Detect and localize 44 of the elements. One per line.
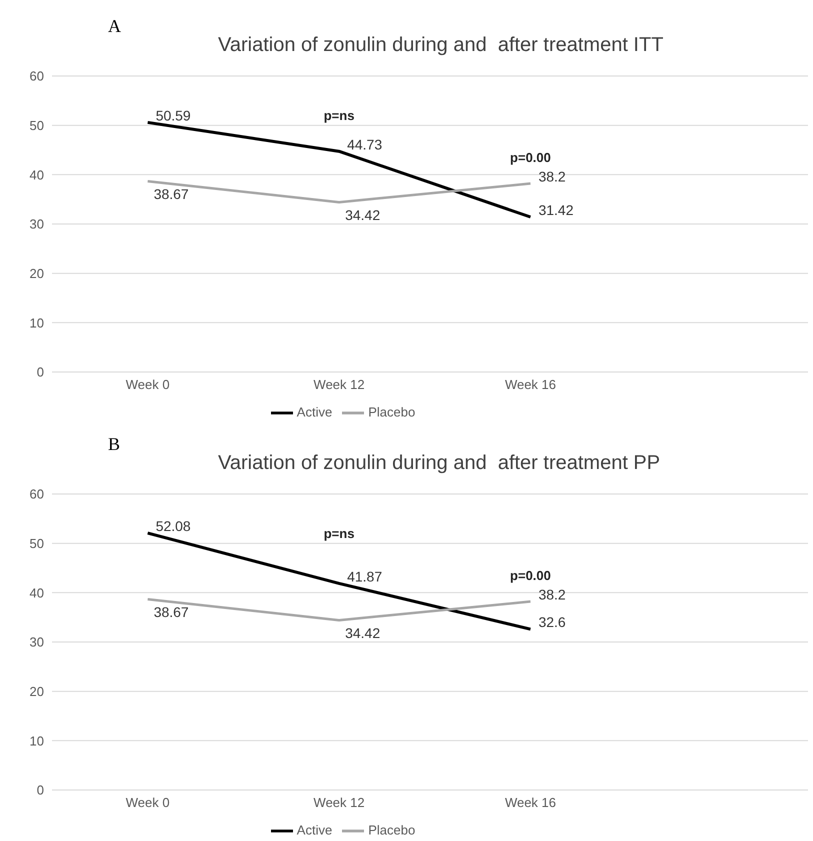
data-label: 38.2 (538, 168, 566, 185)
annotation: p=0.00 (509, 150, 552, 165)
x-tick-label: Week 16 (504, 795, 556, 810)
legend-label: Placebo (368, 822, 416, 838)
data-label: 38.67 (154, 604, 189, 620)
annotation: p=ns (322, 108, 356, 123)
y-tick-label: 40 (30, 585, 44, 600)
y-tick-label: 10 (30, 733, 44, 748)
annotation: p=ns (322, 526, 356, 541)
y-tick-label: 50 (30, 536, 44, 551)
y-tick-label: 50 (30, 118, 44, 133)
x-tick-label: Week 16 (504, 377, 556, 392)
y-tick-label: 10 (30, 315, 44, 330)
chart-title: Variation of zonulin during and after treatment ITT (218, 34, 664, 57)
legend-label: Active (296, 822, 332, 838)
y-tick-label: 60 (30, 68, 44, 84)
data-label: 32.6 (538, 614, 566, 630)
y-tick-label: 0 (36, 782, 44, 798)
data-label: 38.2 (538, 586, 566, 603)
data-label: 41.87 (347, 568, 382, 584)
y-tick-label: 20 (30, 266, 44, 281)
text: B (108, 434, 120, 455)
data-label: 50.59 (156, 107, 191, 124)
y-tick-label: 60 (30, 486, 44, 502)
y-tick-label: 0 (36, 364, 44, 380)
legend-label: Placebo (368, 404, 416, 420)
y-tick-label: 40 (30, 167, 44, 182)
x-tick-label: Week 12 (314, 377, 365, 392)
x-tick-label: Week 0 (126, 377, 170, 392)
data-label: 44.73 (347, 136, 382, 152)
data-label: 31.42 (538, 202, 574, 218)
annotation: p=0.00 (509, 568, 552, 583)
chart-title: Variation of zonulin during and after treatment PP (218, 452, 660, 475)
y-tick-label: 30 (30, 216, 44, 232)
text: A (108, 16, 121, 37)
data-label: 34.42 (345, 625, 380, 642)
legend-label: Active (296, 404, 332, 420)
data-label: 34.42 (345, 207, 380, 224)
y-tick-label: 20 (30, 684, 44, 699)
y-tick-label: 30 (30, 634, 44, 650)
data-label: 38.67 (154, 186, 189, 202)
x-tick-label: Week 0 (126, 795, 170, 810)
x-tick-label: Week 12 (314, 795, 365, 810)
data-label: 52.08 (156, 518, 191, 534)
